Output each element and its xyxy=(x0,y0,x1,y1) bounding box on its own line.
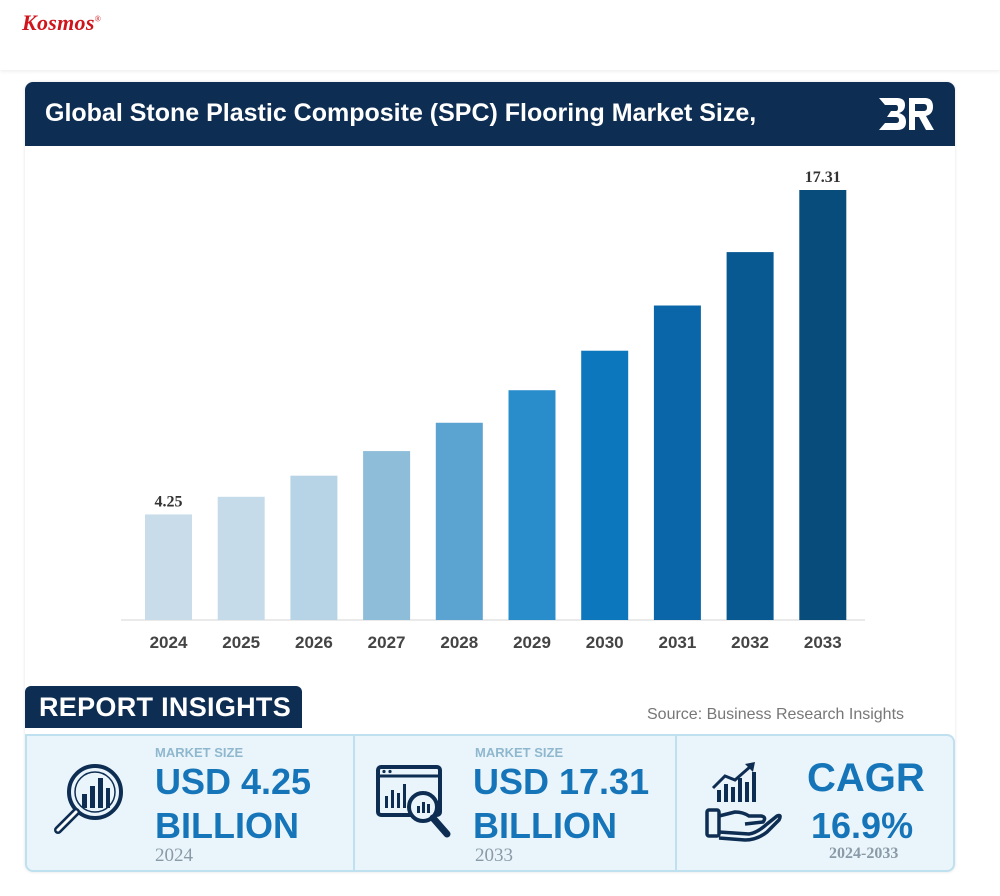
start-year: 2024 xyxy=(155,845,193,866)
x-tick-label: 2033 xyxy=(804,633,842,652)
bar-2033 xyxy=(799,190,847,620)
monitor-analytics-icon xyxy=(376,765,451,838)
cagr-period: 2024-2033 xyxy=(829,845,899,862)
end-year: 2033 xyxy=(475,845,513,866)
bar-2027 xyxy=(363,451,411,620)
insights-box: MARKET SIZE USD 4.25 BILLION 2024 MARKET… xyxy=(25,734,955,872)
x-tick-label: 2027 xyxy=(368,633,406,652)
cagr-value: 16.9% xyxy=(811,805,914,846)
bar-2024 xyxy=(145,514,192,620)
source-note: Source: Business Research Insights xyxy=(647,706,904,724)
hand-growth-chart-icon xyxy=(705,762,782,842)
x-tick-label: 2024 xyxy=(150,633,188,652)
x-tick-label: 2032 xyxy=(731,633,769,652)
bar-2030 xyxy=(581,350,629,620)
source-name: Business Research Insights xyxy=(706,706,905,723)
bar-chart: 2024 4.25 2025 2026 2027 2028 2029 2030 2031 2032… xyxy=(25,146,955,666)
bar-2028 xyxy=(435,422,483,620)
x-tick-label: 2026 xyxy=(295,633,333,652)
end-unit: BILLION xyxy=(473,805,617,846)
market-size-label: MARKET SIZE xyxy=(475,745,564,760)
card-header: Global Stone Plastic Composite (SPC) Flo… xyxy=(25,82,955,146)
x-tick-label: 2025 xyxy=(222,633,260,652)
top-bar: Kosmos® xyxy=(0,0,1000,70)
brand-logo[interactable]: Kosmos® xyxy=(22,10,101,36)
x-tick-label: 2031 xyxy=(658,633,696,652)
x-tick-label: 2030 xyxy=(586,633,624,652)
bar-2032 xyxy=(726,252,774,620)
data-label: 4.25 xyxy=(155,493,183,510)
data-label: 17.31 xyxy=(805,169,841,186)
brand-registered-mark: ® xyxy=(94,14,102,24)
bar-2031 xyxy=(653,305,701,620)
brand-name: Kosmos xyxy=(22,10,95,35)
magnifier-chart-icon xyxy=(54,764,123,834)
panel-divider xyxy=(675,736,677,870)
insight-panel-start-size: MARKET SIZE USD 4.25 BILLION 2024 xyxy=(27,736,353,870)
x-tick-label: 2029 xyxy=(513,633,551,652)
br-logo-icon xyxy=(879,98,934,130)
source-prefix: Source: xyxy=(647,706,703,723)
start-unit: BILLION xyxy=(155,805,299,846)
chart-title: Global Stone Plastic Composite (SPC) Flo… xyxy=(45,99,757,127)
x-tick-label: 2028 xyxy=(440,633,478,652)
report-insights-tab: REPORT INSIGHTS xyxy=(25,686,302,728)
insight-panel-cagr: CAGR 16.9% 2024-2033 xyxy=(677,736,953,870)
cagr-label: CAGR xyxy=(807,756,925,800)
bar-2029 xyxy=(508,390,556,620)
report-insights-label: REPORT INSIGHTS xyxy=(39,692,292,722)
start-value: USD 4.25 xyxy=(155,761,312,802)
bar-2025 xyxy=(217,496,265,620)
insight-panel-end-size: MARKET SIZE USD 17.31 BILLION 2033 xyxy=(355,736,675,870)
bar-chart-svg: 2024 4.25 2025 2026 2027 2028 2029 2030 2031 2032… xyxy=(121,169,865,652)
panel-divider xyxy=(353,736,355,870)
market-size-label: MARKET SIZE xyxy=(155,745,244,760)
end-value: USD 17.31 xyxy=(473,761,650,802)
bar-2026 xyxy=(290,475,338,620)
